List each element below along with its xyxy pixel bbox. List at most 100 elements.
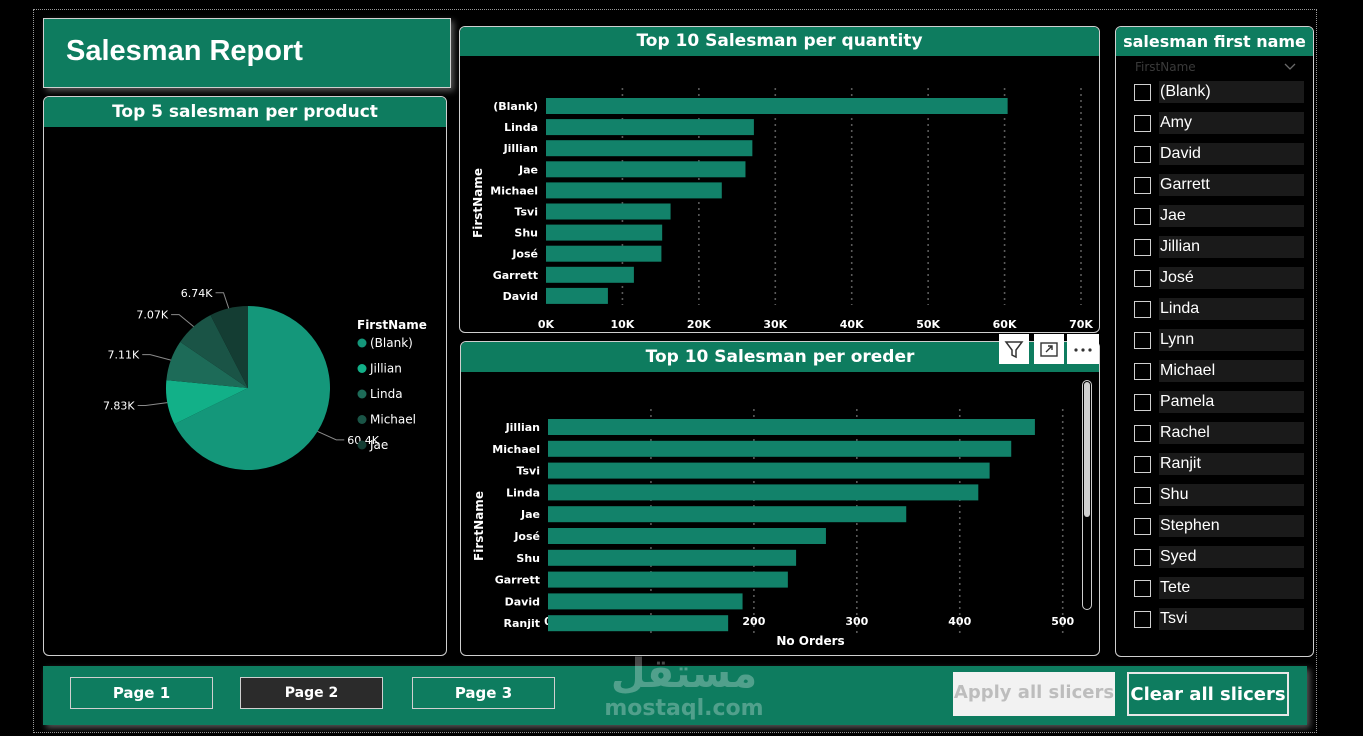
bar[interactable] (548, 549, 797, 566)
slicer-chevron-down-icon[interactable] (1283, 57, 1297, 76)
pie-slice[interactable] (166, 380, 248, 425)
pie-slice[interactable] (174, 306, 330, 470)
slicer-checkbox[interactable] (1134, 611, 1151, 628)
bar[interactable] (548, 528, 826, 544)
slicer-checkbox[interactable] (1134, 487, 1151, 504)
slicer-checkbox[interactable] (1134, 456, 1151, 473)
bar[interactable] (548, 462, 990, 479)
slicer-checkbox[interactable] (1134, 301, 1151, 318)
pie-chart[interactable]: 60.4K 7.83K 7.11K 7.07K 6.74K FirstName (Blank… (44, 127, 447, 655)
x-tick-label: 0K (538, 318, 555, 331)
slicer-item-label: Garrett (1159, 174, 1304, 196)
slicer-item[interactable]: José (1134, 267, 1304, 291)
orders-scrollbar-track[interactable] (1082, 380, 1092, 610)
bar[interactable] (548, 484, 979, 501)
pie-legend-item[interactable]: (Blank) (370, 336, 413, 350)
slicer-item[interactable]: Jillian (1134, 236, 1304, 260)
y-category-label: Garrett (495, 574, 540, 587)
pie-leader-line (142, 354, 172, 361)
focus-mode-icon[interactable] (1034, 334, 1064, 364)
slicer-checkbox[interactable] (1134, 270, 1151, 287)
orders-chart-panel[interactable]: Top 10 Salesman per oreder 0100200300400… (460, 341, 1100, 656)
quantity-chart-panel[interactable]: Top 10 Salesman per quantity 0K 10K 20K 30K… (459, 26, 1100, 333)
bar[interactable] (548, 419, 1035, 435)
slicer-checkbox[interactable] (1134, 239, 1151, 256)
slicer-checkbox[interactable] (1134, 84, 1151, 101)
page-2-button[interactable]: Page 2 (240, 677, 383, 709)
pie-legend-item[interactable]: Linda (370, 387, 403, 401)
bar[interactable] (546, 161, 746, 178)
pie-slice[interactable] (166, 341, 248, 388)
pie-legend-item[interactable]: Jae (369, 438, 388, 452)
pie-legend-item[interactable]: Michael (370, 413, 416, 427)
pie-slice[interactable] (180, 315, 248, 388)
x-tick-label: 40K (840, 318, 864, 331)
pie-data-label: 7.83K (103, 400, 135, 413)
slicer-checkbox[interactable] (1134, 115, 1151, 132)
y-category-label: David (505, 595, 540, 608)
page-1-button[interactable]: Page 1 (70, 677, 213, 709)
bar[interactable] (546, 203, 671, 220)
quantity-chart-title: Top 10 Salesman per quantity (460, 27, 1099, 56)
slicer-item[interactable]: Tete (1134, 577, 1304, 601)
slicer-checkbox[interactable] (1134, 518, 1151, 535)
slicer-item[interactable]: Linda (1134, 298, 1304, 322)
filter-icon[interactable] (999, 334, 1029, 364)
bar[interactable] (548, 615, 729, 632)
pie-legend-item[interactable]: Jillian (369, 362, 402, 376)
slicer-item[interactable]: Syed (1134, 546, 1304, 570)
slicer-item[interactable]: Stephen (1134, 515, 1304, 539)
bar[interactable] (548, 593, 743, 610)
apply-all-slicers-button[interactable]: Apply all slicers (953, 672, 1115, 716)
slicer-checkbox[interactable] (1134, 425, 1151, 442)
slicer-item-label: Amy (1159, 112, 1304, 134)
x-tick-label: 20K (687, 318, 711, 331)
slicer-checkbox[interactable] (1134, 394, 1151, 411)
slicer-item-label: Shu (1159, 484, 1304, 506)
bar[interactable] (546, 224, 663, 241)
slicer-item-label: Linda (1159, 298, 1304, 320)
more-options-icon[interactable] (1067, 334, 1099, 364)
slicer-item[interactable]: Amy (1134, 112, 1304, 136)
slicer-item[interactable]: Pamela (1134, 391, 1304, 415)
bar[interactable] (546, 245, 662, 262)
slicer-checkbox[interactable] (1134, 332, 1151, 349)
slicer-item[interactable]: Garrett (1134, 174, 1304, 198)
orders-bar-chart[interactable]: 0100200300400500JillianMichaelTsviLindaJ… (461, 372, 1100, 655)
bar[interactable] (548, 440, 1012, 457)
slicer-checkbox[interactable] (1134, 549, 1151, 566)
report-canvas-frame (33, 9, 1317, 733)
slicer-item[interactable]: Ranjit (1134, 453, 1304, 477)
bar[interactable] (546, 182, 722, 199)
bar[interactable] (546, 266, 634, 283)
slicer-item[interactable]: Michael (1134, 360, 1304, 384)
pie-chart-panel[interactable]: Top 5 salesman per product 60.4K 7.83K 7.1… (43, 96, 447, 656)
clear-all-slicers-button[interactable]: Clear all slicers (1127, 672, 1289, 716)
slicer-item[interactable]: (Blank) (1134, 81, 1304, 105)
quantity-bar-chart[interactable]: 0K 10K 20K 30K 40K 50K 60K 70K (Blank) Linda Jilli… (460, 56, 1100, 332)
slicer-item[interactable]: Rachel (1134, 422, 1304, 446)
bar[interactable] (548, 506, 907, 523)
slicer-checkbox[interactable] (1134, 208, 1151, 225)
slicer-item[interactable]: Jae (1134, 205, 1304, 229)
bar[interactable] (546, 119, 754, 136)
page-3-button[interactable]: Page 3 (412, 677, 555, 709)
slicer-item-label: Pamela (1159, 391, 1304, 413)
slicer-item[interactable]: Tsvi (1134, 608, 1304, 632)
bar[interactable] (546, 140, 753, 157)
bar[interactable] (548, 571, 788, 588)
slicer-item-label: Jillian (1159, 236, 1304, 258)
slicer-item[interactable]: Shu (1134, 484, 1304, 508)
y-category-label: Shu (516, 552, 540, 565)
slicer-item[interactable]: Lynn (1134, 329, 1304, 353)
slicer-checkbox[interactable] (1134, 363, 1151, 380)
bar[interactable] (546, 98, 1008, 114)
orders-scrollbar-thumb[interactable] (1084, 382, 1090, 517)
bar[interactable] (546, 287, 608, 304)
slicer-item[interactable]: David (1134, 143, 1304, 167)
slicer-checkbox[interactable] (1134, 146, 1151, 163)
slicer-checkbox[interactable] (1134, 580, 1151, 597)
slicer-item-label: Jae (1159, 205, 1304, 227)
pie-slice[interactable] (210, 306, 248, 388)
slicer-checkbox[interactable] (1134, 177, 1151, 194)
